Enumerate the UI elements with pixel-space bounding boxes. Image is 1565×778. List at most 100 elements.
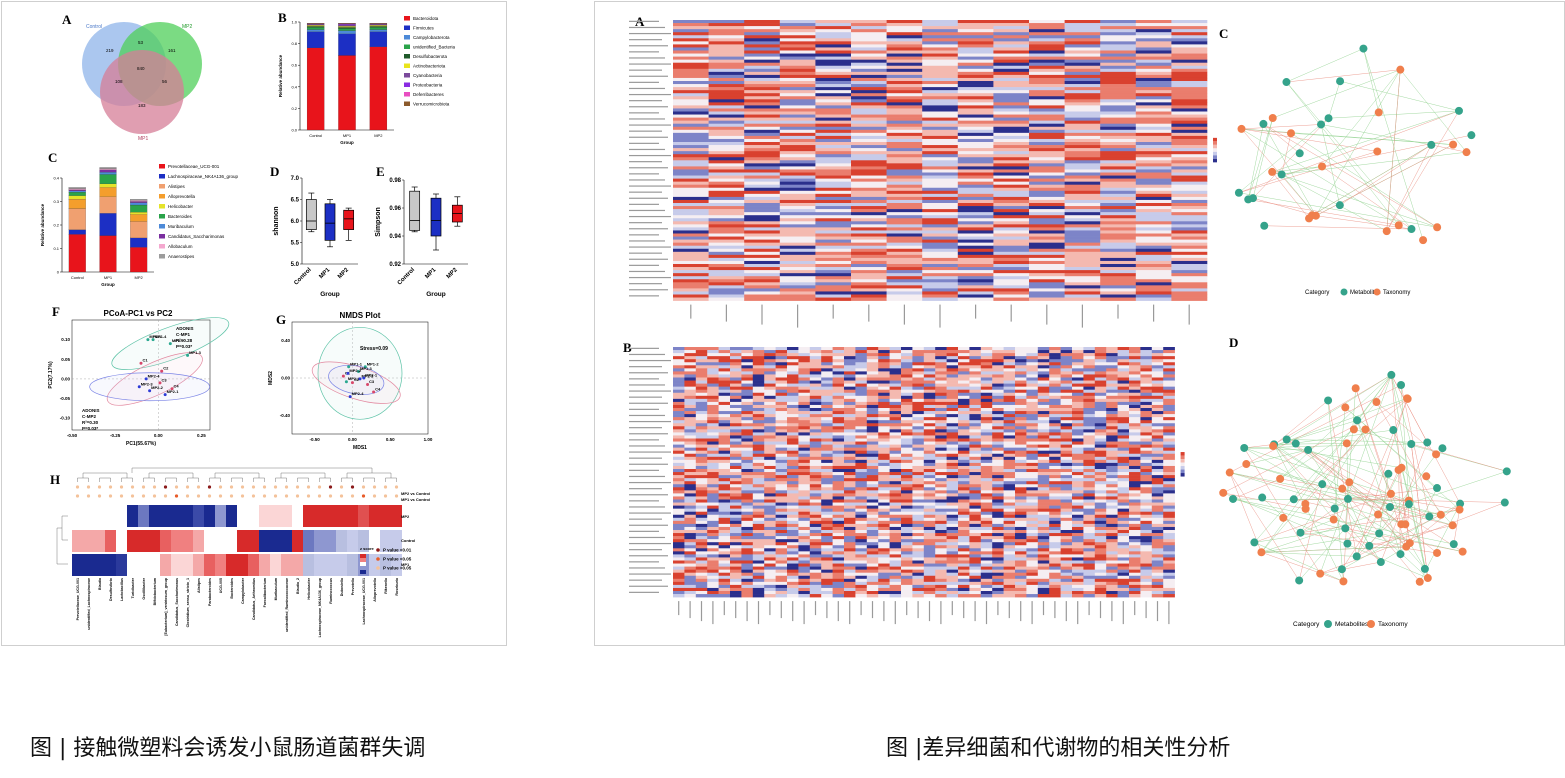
heatmap-cell — [946, 432, 959, 436]
heatmap-cell — [1094, 441, 1107, 445]
heatmap-cell — [707, 350, 719, 354]
heatmap-cell — [832, 438, 845, 442]
heatmap-cell — [1135, 184, 1172, 189]
venn-value-mp2-mp1: 56 — [162, 79, 168, 84]
heatmap-cell — [901, 505, 913, 509]
heatmap-cell — [1117, 526, 1130, 531]
heatmap-cell — [1129, 523, 1141, 528]
heatmap-cell — [684, 350, 697, 354]
heatmap-cell — [980, 438, 993, 442]
heatmap-cell — [878, 499, 890, 503]
heatmap-cell — [1003, 365, 1016, 369]
heatmap-cell — [1163, 530, 1175, 534]
heatmap-cell — [798, 414, 811, 418]
heatmap-cell — [992, 389, 1004, 394]
heatmap-cell — [923, 353, 936, 357]
heatmap-cell — [815, 81, 852, 85]
heatmap-cell — [912, 380, 925, 384]
heatmap-cell — [1015, 417, 1027, 421]
heatmap-cell — [764, 539, 776, 543]
heatmap-cell — [1083, 356, 1096, 360]
heatmap-cell — [673, 111, 709, 115]
heatmap-cell — [821, 551, 833, 555]
heatmap-cell — [957, 242, 994, 246]
heatmap-cell — [1083, 551, 1096, 555]
column-label: Parabacteroides — [208, 578, 212, 606]
heatmap-cell — [946, 414, 959, 418]
heatmap-cell — [851, 138, 887, 143]
heatmap-cell — [923, 392, 936, 397]
heatmap-cell — [1037, 426, 1050, 430]
heatmap-cell — [886, 248, 923, 253]
heatmap-cell — [809, 374, 822, 378]
heatmap-cell — [993, 187, 1030, 192]
heatmap-cell — [1037, 350, 1050, 354]
heatmap-cell — [935, 356, 947, 360]
heatmap-cell — [673, 117, 709, 121]
heatmap-cell — [821, 533, 833, 537]
heatmap-cell — [993, 138, 1030, 143]
heatmap-cell — [1003, 441, 1016, 445]
heatmap-cell — [718, 539, 731, 543]
heatmap-cell — [1072, 542, 1084, 546]
heatmap-cell — [1003, 386, 1016, 390]
heatmap-cell — [730, 551, 742, 555]
heatmap-cell — [1100, 120, 1137, 124]
heatmap-cell — [935, 496, 947, 500]
column-label: Lachnospiraceae_NK4A136_group — [318, 577, 322, 637]
heatmap-cell — [878, 380, 890, 384]
heatmap-cell — [798, 475, 811, 479]
heatmap-cell — [1029, 154, 1065, 158]
heatmap-cell — [798, 356, 811, 360]
heatmap-cell — [684, 459, 697, 464]
heatmap-cell — [779, 47, 816, 51]
heatmap-cell — [957, 209, 994, 213]
heatmap-cell — [832, 493, 845, 497]
heatmap-cell — [844, 469, 856, 473]
p-value-dot — [372, 485, 377, 489]
heatmap-cell — [730, 386, 742, 390]
legend-label: Anaerostipes — [168, 254, 195, 259]
heatmap-cell — [901, 450, 913, 455]
row-label-tick — [629, 130, 662, 132]
heatmap-cell — [752, 371, 765, 375]
heatmap-cell — [878, 493, 890, 497]
p-value-dot — [86, 494, 91, 498]
heatmap-cell — [844, 347, 856, 351]
heatmap-cell — [1072, 536, 1084, 540]
heatmap-cell — [1100, 65, 1137, 70]
heatmap-cell — [1106, 401, 1118, 406]
heatmap-cell — [901, 401, 913, 406]
heatmap-cell — [695, 411, 708, 415]
heatmap-cell — [798, 508, 811, 512]
bar-segment — [369, 23, 388, 25]
heatmap-cell — [1015, 462, 1027, 467]
heatmap-cell — [1129, 493, 1141, 497]
heatmap-cell — [787, 383, 799, 387]
heatmap-cell — [744, 32, 781, 36]
heatmap-cell — [935, 462, 947, 467]
heatmap-cell — [708, 215, 745, 219]
heatmap-cell — [1129, 484, 1141, 488]
heatmap-cell — [922, 129, 959, 134]
heatmap-cell — [1163, 462, 1175, 467]
heatmap-cell — [969, 539, 982, 543]
heatmap-cell — [708, 190, 745, 195]
heatmap-cell — [815, 294, 852, 298]
heatmap-cell — [1135, 270, 1172, 274]
heatmap-cell — [922, 276, 959, 280]
heatmap-cell — [779, 239, 816, 243]
heatmap-cell — [1151, 502, 1164, 506]
heatmap-cell — [1049, 493, 1061, 497]
x-tick-label: -0.50 — [67, 433, 78, 438]
heatmap-cell — [992, 499, 1004, 503]
heatmap-cell — [1171, 145, 1208, 149]
heatmap-cell — [922, 264, 959, 268]
heatmap-cell — [764, 554, 776, 558]
heatmap-cell — [832, 459, 845, 464]
heatmap-cell — [1083, 392, 1096, 397]
heatmap-cell — [866, 438, 879, 442]
heatmap-cell — [744, 23, 781, 27]
heatmap-cell — [815, 196, 852, 201]
heatmap-cell — [901, 478, 913, 482]
